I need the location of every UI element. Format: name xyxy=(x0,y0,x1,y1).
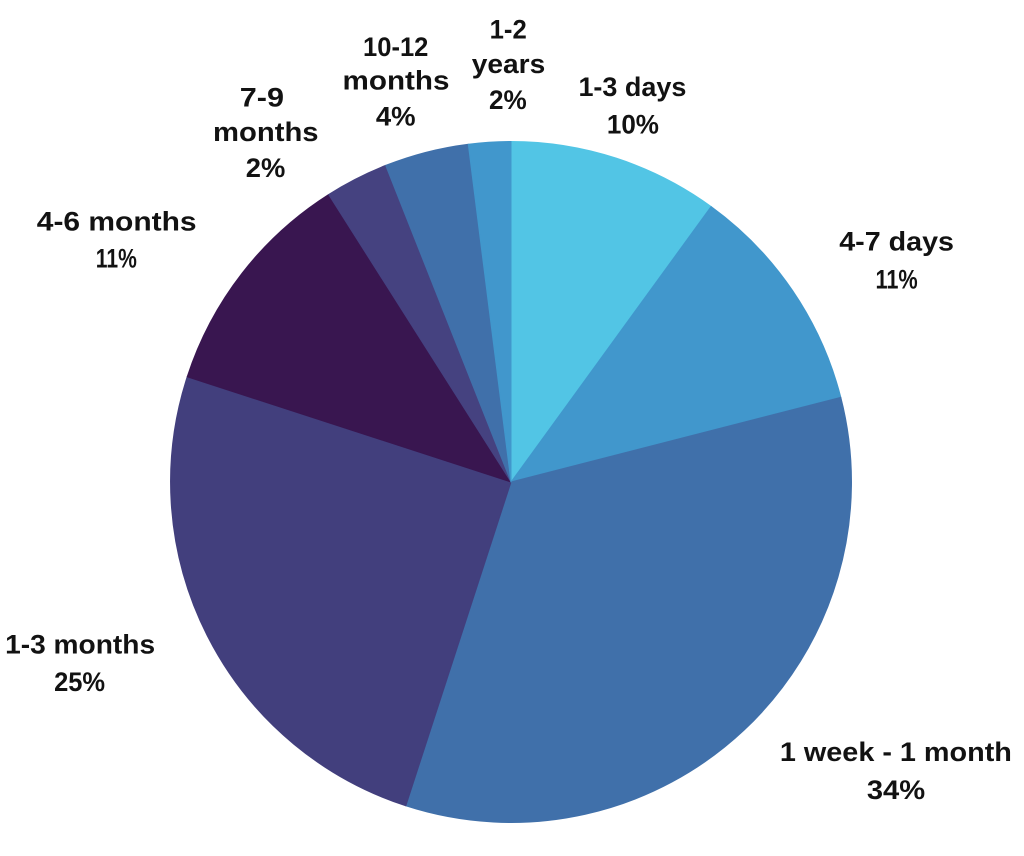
svg-text:1-3 days: 1-3 days xyxy=(578,71,686,102)
svg-text:months: months xyxy=(213,116,319,147)
svg-text:4%: 4% xyxy=(376,101,416,132)
svg-text:7-9: 7-9 xyxy=(240,82,284,113)
svg-text:10%: 10% xyxy=(607,109,659,140)
svg-text:10-12: 10-12 xyxy=(363,31,428,62)
svg-text:1-3 months: 1-3 months xyxy=(5,629,155,660)
svg-text:34%: 34% xyxy=(867,774,925,805)
svg-text:11%: 11% xyxy=(96,243,137,274)
svg-text:years: years xyxy=(472,48,546,79)
svg-text:4-6 months: 4-6 months xyxy=(37,205,197,236)
svg-text:11%: 11% xyxy=(876,263,918,294)
svg-text:2%: 2% xyxy=(246,152,286,183)
svg-text:1 week - 1 month: 1 week - 1 month xyxy=(780,736,1012,767)
svg-text:months: months xyxy=(343,65,450,96)
svg-text:2%: 2% xyxy=(489,84,527,115)
svg-text:1-2: 1-2 xyxy=(490,13,527,44)
svg-text:4-7 days: 4-7 days xyxy=(839,226,954,257)
svg-text:25%: 25% xyxy=(54,666,105,697)
